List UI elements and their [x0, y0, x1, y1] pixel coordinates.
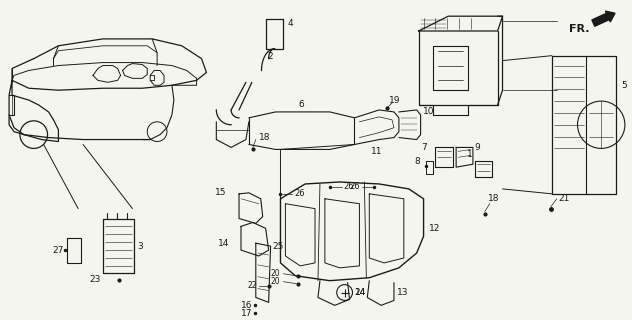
- Text: 20: 20: [271, 269, 281, 278]
- Text: 9: 9: [474, 143, 480, 152]
- Text: 26: 26: [295, 189, 305, 198]
- FancyArrow shape: [592, 11, 615, 26]
- Text: 22: 22: [247, 281, 257, 290]
- Text: 3: 3: [137, 242, 143, 251]
- Text: 11: 11: [371, 147, 383, 156]
- Text: 2: 2: [267, 52, 273, 61]
- Text: 7: 7: [421, 143, 427, 152]
- Text: 26: 26: [349, 182, 360, 191]
- Text: 14: 14: [218, 239, 229, 248]
- Text: 13: 13: [397, 288, 408, 297]
- Text: 12: 12: [428, 224, 440, 233]
- Text: 25: 25: [272, 242, 284, 251]
- Text: 10: 10: [423, 108, 434, 116]
- Text: 27: 27: [52, 245, 63, 255]
- Text: 26: 26: [344, 182, 355, 191]
- Text: 18: 18: [488, 194, 499, 203]
- Text: 14: 14: [355, 288, 366, 297]
- Text: FR.: FR.: [569, 24, 589, 34]
- Text: 8: 8: [415, 157, 421, 166]
- Text: 5: 5: [621, 81, 627, 90]
- Text: 20: 20: [271, 277, 281, 286]
- Text: 1: 1: [467, 150, 473, 159]
- Text: 4: 4: [288, 19, 293, 28]
- Text: 16: 16: [241, 301, 253, 310]
- Text: 15: 15: [215, 188, 226, 197]
- Text: 17: 17: [241, 309, 253, 318]
- Text: 21: 21: [559, 194, 570, 203]
- Text: 18: 18: [258, 133, 270, 142]
- Text: 6: 6: [298, 100, 304, 108]
- Text: 23: 23: [90, 275, 101, 284]
- Text: 19: 19: [389, 96, 401, 105]
- Text: 24: 24: [355, 288, 366, 297]
